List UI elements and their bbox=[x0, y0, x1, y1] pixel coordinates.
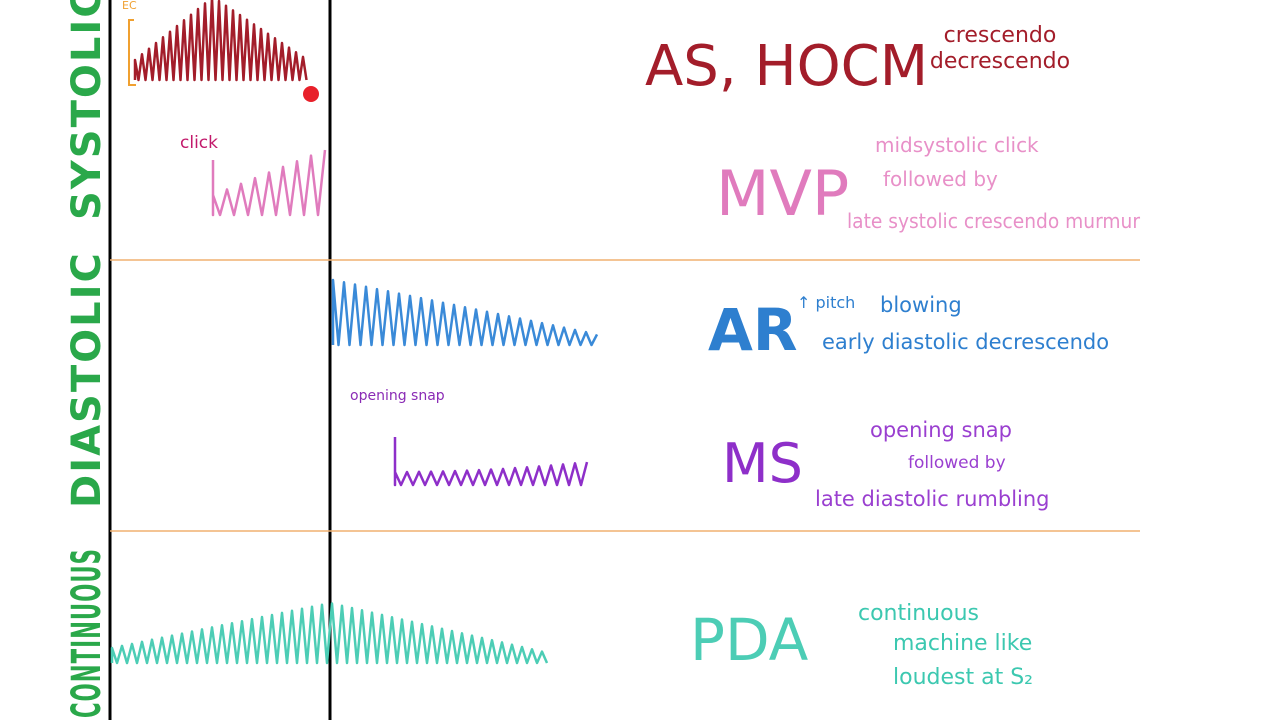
description: early diastolic decrescendo bbox=[822, 330, 1109, 354]
description: late diastolic rumbling bbox=[815, 487, 1050, 511]
description: loudest at S₂ bbox=[893, 665, 1033, 690]
bracket bbox=[128, 19, 136, 86]
waveform bbox=[393, 437, 589, 487]
annotation: click bbox=[180, 133, 218, 153]
description: late systolic crescendo murmur bbox=[847, 209, 1141, 233]
description: machine like bbox=[893, 631, 1032, 656]
murmur-name: AS, HOCM bbox=[645, 34, 928, 99]
annotation: ↑ pitch bbox=[797, 293, 855, 312]
section-label: DIASTOLIC bbox=[64, 251, 110, 508]
murmur-name: AR bbox=[708, 296, 798, 364]
description: decrescendo bbox=[930, 49, 1070, 74]
description: continuous bbox=[858, 601, 979, 626]
description: followed by bbox=[908, 453, 1006, 473]
waveform bbox=[211, 149, 327, 217]
waveform bbox=[331, 278, 599, 347]
description: followed by bbox=[883, 167, 998, 191]
marker bbox=[303, 86, 319, 102]
waveform bbox=[133, 0, 308, 82]
annotation: opening snap bbox=[350, 388, 445, 404]
description: blowing bbox=[880, 293, 962, 317]
section-label: CONTINUOUS bbox=[64, 548, 110, 718]
description: midsystolic click bbox=[875, 133, 1039, 157]
description: opening snap bbox=[870, 418, 1012, 442]
description: crescendo bbox=[944, 23, 1057, 48]
waveform bbox=[110, 602, 549, 665]
murmur-name: MVP bbox=[716, 157, 849, 230]
murmur-name: PDA bbox=[690, 606, 809, 674]
murmur-name: MS bbox=[722, 432, 803, 495]
annotation: EC bbox=[122, 0, 137, 12]
section-label: SYSTOLIC bbox=[64, 0, 110, 220]
